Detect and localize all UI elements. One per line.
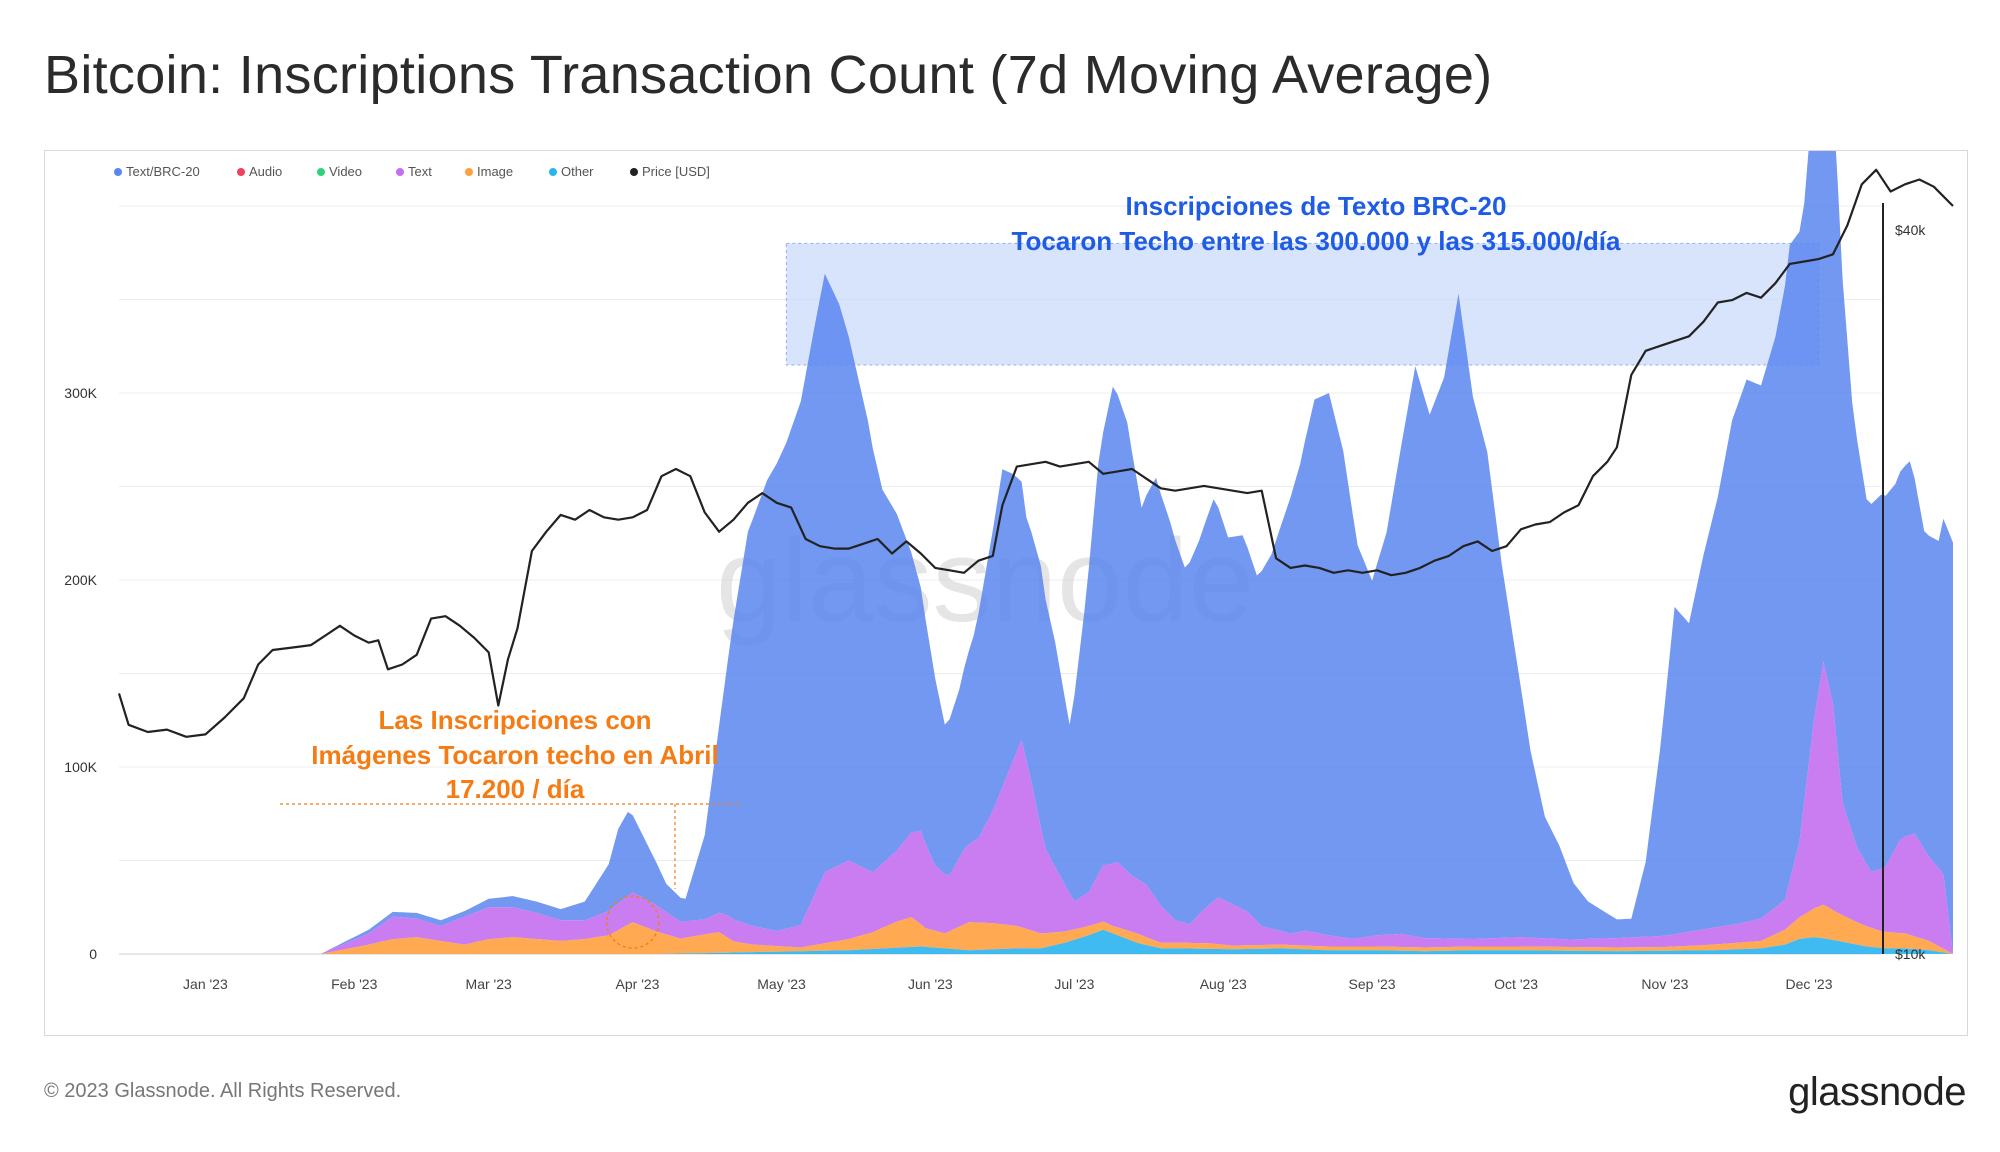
legend-dot	[630, 168, 638, 176]
legend-item[interactable]: Other	[549, 164, 594, 179]
legend-label: Other	[561, 164, 594, 179]
area-other	[119, 929, 1953, 954]
annotations: Inscripciones de Texto BRC-20 Tocaron Te…	[280, 191, 1621, 949]
glassnode-logo: glassnode	[1788, 1070, 1966, 1114]
y-right-tick-label: $10k	[1895, 946, 1926, 962]
x-tick-label: Aug '23	[1200, 976, 1247, 992]
legend-label: Image	[477, 164, 513, 179]
brc20-peak-band	[785, 242, 1820, 366]
legend-label: Text	[408, 164, 432, 179]
legend-label: Text/BRC-20	[126, 164, 200, 179]
image-annotation-line3: 17.200 / día	[446, 774, 585, 804]
axes-layer: Jan '23 Feb '23 Mar '23 Apr '23 May '23 Jun '…	[64, 203, 1926, 992]
legend-dot	[114, 168, 122, 176]
price-line	[117, 168, 1954, 738]
x-tick-label: Mar '23	[466, 976, 512, 992]
y-left-tick-label: 0	[89, 946, 97, 962]
legend-label: Price [USD]	[642, 164, 710, 179]
price-line-layer	[117, 168, 1954, 738]
y-left-tick-label: 200K	[64, 572, 97, 588]
brc20-annotation-line2: Tocaron Techo entre las 300.000 y las 31…	[1012, 226, 1621, 256]
y-right-tick-label: $40k	[1895, 222, 1926, 238]
legend: Text/BRC-20 Audio Video Text Image Other Price…	[114, 164, 710, 179]
legend-dot	[396, 168, 404, 176]
y-left-tick-label: 100K	[64, 759, 97, 775]
highlight-band-layer	[785, 242, 1820, 366]
legend-item[interactable]: Text/BRC-20	[114, 164, 200, 179]
legend-dot	[549, 168, 557, 176]
legend-item[interactable]: Video	[317, 164, 362, 179]
area-image	[119, 904, 1953, 954]
legend-item[interactable]: Image	[465, 164, 513, 179]
x-tick-label: Jun '23	[908, 976, 953, 992]
legend-label: Audio	[249, 164, 282, 179]
legend-item[interactable]: Price [USD]	[630, 164, 710, 179]
x-tick-label: May '23	[757, 976, 806, 992]
area-text	[119, 661, 1953, 954]
image-annotation-line2: Imágenes Tocaron techo en Abril	[311, 740, 718, 770]
x-tick-label: Feb '23	[331, 976, 377, 992]
x-tick-label: Sep '23	[1349, 976, 1396, 992]
x-tick-label: Oct '23	[1494, 976, 1538, 992]
x-tick-label: Dec '23	[1785, 976, 1832, 992]
legend-dot	[465, 168, 473, 176]
page-title: Bitcoin: Inscriptions Transaction Count …	[44, 45, 1493, 105]
x-tick-label: Apr '23	[616, 976, 660, 992]
legend-label: Video	[329, 164, 362, 179]
legend-item[interactable]: Audio	[237, 164, 282, 179]
x-tick-label: Nov '23	[1641, 976, 1688, 992]
legend-item[interactable]: Text	[396, 164, 432, 179]
image-annotation-line1: Las Inscripciones con	[378, 705, 651, 735]
area-series-layer	[119, 151, 1953, 954]
y-left-tick-label: 300K	[64, 385, 97, 401]
area-text-brc-20	[119, 151, 1953, 954]
legend-dot	[237, 168, 245, 176]
copyright: © 2023 Glassnode. All Rights Reserved.	[44, 1080, 402, 1102]
image-peak-marker	[606, 895, 660, 949]
x-tick-label: Jan '23	[183, 976, 228, 992]
x-tick-label: Jul '23	[1054, 976, 1094, 992]
legend-dot	[317, 168, 325, 176]
brc20-annotation-line1: Inscripciones de Texto BRC-20	[1126, 191, 1507, 221]
